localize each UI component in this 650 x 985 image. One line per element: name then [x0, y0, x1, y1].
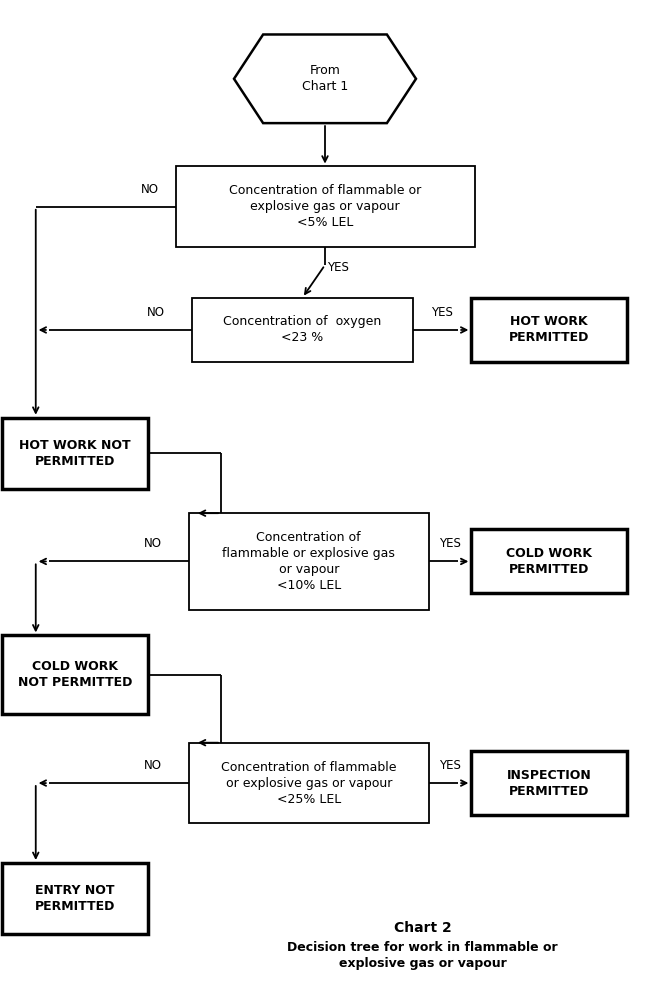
Text: YES: YES — [439, 758, 461, 772]
Text: YES: YES — [431, 305, 453, 319]
Text: NO: NO — [140, 182, 159, 196]
Text: Concentration of
flammable or explosive gas
or vapour
<10% LEL: Concentration of flammable or explosive … — [222, 531, 395, 592]
Text: NO: NO — [147, 305, 165, 319]
Text: NO: NO — [144, 758, 162, 772]
Text: Concentration of flammable
or explosive gas or vapour
<25% LEL: Concentration of flammable or explosive … — [221, 760, 396, 806]
Text: YES: YES — [439, 537, 461, 551]
Text: NO: NO — [144, 537, 162, 551]
Text: YES: YES — [327, 261, 349, 274]
Text: Decision tree for work in flammable or
explosive gas or vapour: Decision tree for work in flammable or e… — [287, 941, 558, 970]
Text: HOT WORK NOT
PERMITTED: HOT WORK NOT PERMITTED — [19, 438, 131, 468]
Text: HOT WORK
PERMITTED: HOT WORK PERMITTED — [509, 315, 590, 345]
Text: ENTRY NOT
PERMITTED: ENTRY NOT PERMITTED — [34, 884, 115, 913]
Text: INSPECTION
PERMITTED: INSPECTION PERMITTED — [507, 768, 592, 798]
Text: COLD WORK
PERMITTED: COLD WORK PERMITTED — [506, 547, 592, 576]
Text: COLD WORK
NOT PERMITTED: COLD WORK NOT PERMITTED — [18, 660, 132, 690]
Text: From
Chart 1: From Chart 1 — [302, 64, 348, 94]
Text: Chart 2: Chart 2 — [394, 921, 451, 935]
Text: Concentration of flammable or
explosive gas or vapour
<5% LEL: Concentration of flammable or explosive … — [229, 184, 421, 230]
Text: Concentration of  oxygen
<23 %: Concentration of oxygen <23 % — [223, 315, 382, 345]
